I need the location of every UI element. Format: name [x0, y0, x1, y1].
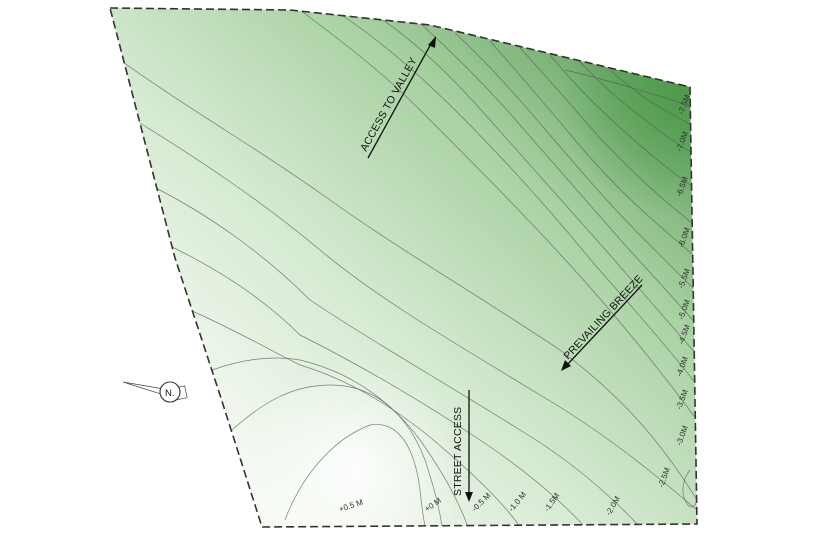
contour-line — [189, 309, 521, 527]
north-arrow: N. — [122, 381, 188, 403]
contour-line — [419, 22, 697, 326]
arrow-down-left-icon — [561, 360, 571, 371]
contour-line — [549, 54, 691, 186]
contour-line — [167, 244, 586, 527]
contour-line — [231, 384, 443, 527]
street-access-annotation: STREET ACCESS — [452, 390, 473, 502]
contour-line — [339, 13, 697, 386]
contour-line — [211, 357, 469, 527]
contour-line — [489, 40, 697, 259]
street-access-label: STREET ACCESS — [452, 407, 464, 496]
contour-line — [454, 32, 697, 293]
contour-line — [379, 17, 697, 356]
contour-line — [134, 119, 697, 511]
arrow-down-icon — [465, 492, 473, 502]
arrow-up-icon — [428, 36, 436, 48]
north-label: N. — [165, 388, 175, 399]
contour-line — [119, 59, 697, 501]
contour-line — [519, 47, 697, 229]
north-pointer-icon — [122, 381, 165, 396]
contour-line — [149, 184, 641, 527]
contour-line — [579, 61, 697, 156]
contour-line — [284, 424, 426, 527]
site-boundary — [108, 7, 698, 528]
compass-circle-icon — [159, 381, 181, 403]
contour-line — [299, 9, 697, 421]
contour-lines — [119, 9, 697, 527]
